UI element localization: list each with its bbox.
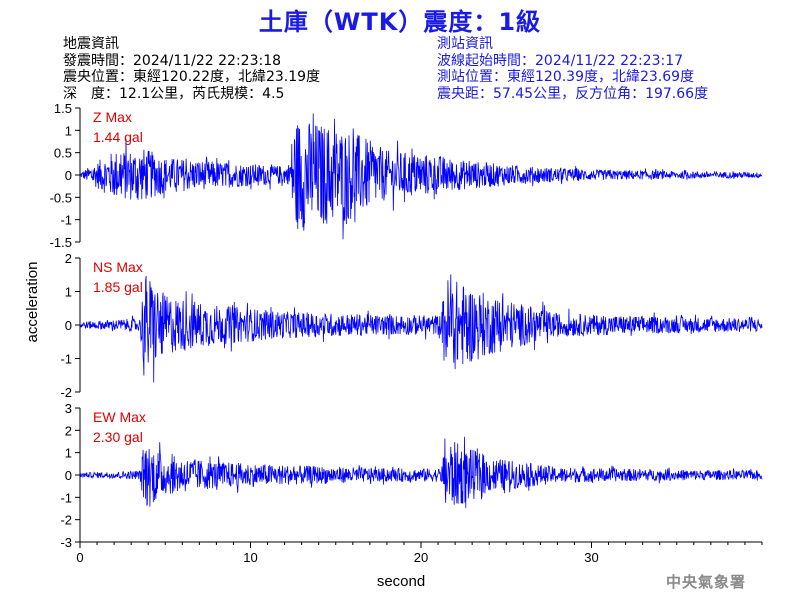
y-tick-label-EW: 2 (65, 423, 72, 438)
y-tick-label-Z: 0 (65, 168, 72, 183)
x-axis-title: second (377, 573, 425, 590)
waveform-trace-EW (80, 436, 763, 509)
x-tick-label: 0 (76, 550, 83, 565)
y-axis-title: acceleration (24, 262, 41, 343)
y-tick-label-Z: -1.5 (50, 235, 72, 250)
y-tick-label-EW: -1 (60, 490, 72, 505)
y-tick-label-Z: 1.5 (54, 101, 72, 116)
max-title-EW: EW Max (93, 409, 146, 425)
y-tick-label-EW: 3 (65, 401, 72, 416)
agency-watermark: 中央氣象署 (665, 573, 746, 591)
station-info-heading: 測站資訊 (437, 36, 493, 52)
y-tick-label-NS: 2 (65, 251, 72, 266)
max-value-NS: 1.85 gal (93, 279, 143, 295)
depth-magnitude: 深 度：12.1公里，芮氏規模：4.5 (63, 85, 285, 102)
max-value-Z: 1.44 gal (93, 129, 143, 145)
y-tick-label-EW: 1 (65, 446, 72, 461)
y-tick-label-Z: -0.5 (50, 190, 72, 205)
waveform-trace-Z (80, 113, 763, 240)
y-tick-label-Z: -1 (60, 213, 72, 228)
quake-time: 發震時間：2024/11/22 22:23:18 (63, 52, 282, 69)
quake-info: 地震資訊 發震時間：2024/11/22 22:23:18 震央位置：東經120… (63, 36, 320, 102)
quake-info-heading: 地震資訊 (63, 36, 119, 52)
page-title: 土庫（WTK）震度：1級 (258, 8, 542, 36)
y-tick-label-NS: -2 (60, 385, 72, 400)
distance-azimuth: 震央距：57.45公里，反方位角：197.66度 (437, 85, 709, 102)
y-tick-label-NS: -1 (60, 352, 72, 367)
epicenter-location: 震央位置：東經120.22度，北緯23.19度 (63, 69, 321, 85)
y-tick-label-NS: 1 (65, 285, 72, 300)
station-location: 測站位置：東經120.39度，北緯23.69度 (437, 69, 695, 85)
y-tick-label-EW: 0 (65, 468, 72, 483)
max-value-EW: 2.30 gal (93, 429, 143, 445)
max-title-NS: NS Max (93, 259, 143, 275)
y-tick-label-Z: 1 (65, 123, 72, 138)
wave-start-time: 波線起始時間：2024/11/22 22:23:17 (437, 52, 684, 69)
max-title-Z: Z Max (93, 109, 132, 125)
x-tick-label: 10 (243, 550, 257, 565)
y-tick-label-Z: 0.5 (54, 146, 72, 161)
y-tick-label-NS: 0 (65, 318, 72, 333)
x-tick-label: 30 (584, 550, 598, 565)
station-info: 測站資訊 波線起始時間：2024/11/22 22:23:17 測站位置：東經1… (437, 36, 708, 102)
waveform-trace-NS (79, 274, 763, 383)
y-tick-label-EW: -2 (60, 513, 72, 528)
y-tick-label-EW: -3 (60, 535, 72, 550)
x-tick-label: 20 (414, 550, 428, 565)
